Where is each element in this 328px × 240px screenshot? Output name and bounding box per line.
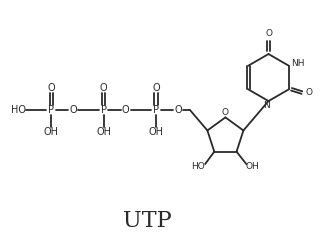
Text: O: O: [48, 83, 55, 93]
Text: O: O: [70, 105, 77, 115]
Text: N: N: [263, 102, 270, 110]
Text: HO: HO: [191, 162, 205, 171]
Text: OH: OH: [96, 127, 111, 138]
Text: O: O: [306, 88, 313, 97]
Text: P: P: [48, 105, 54, 115]
Text: P: P: [153, 105, 159, 115]
Text: O: O: [100, 83, 107, 93]
Text: O: O: [222, 108, 229, 117]
Text: O: O: [152, 83, 160, 93]
Text: HO: HO: [11, 105, 26, 115]
Text: OH: OH: [148, 127, 163, 138]
Text: NH: NH: [291, 59, 305, 68]
Text: P: P: [101, 105, 107, 115]
Text: OH: OH: [44, 127, 59, 138]
Text: UTP: UTP: [123, 210, 172, 232]
Text: O: O: [265, 29, 272, 38]
Text: O: O: [174, 105, 182, 115]
Text: OH: OH: [245, 162, 259, 171]
Text: O: O: [122, 105, 130, 115]
